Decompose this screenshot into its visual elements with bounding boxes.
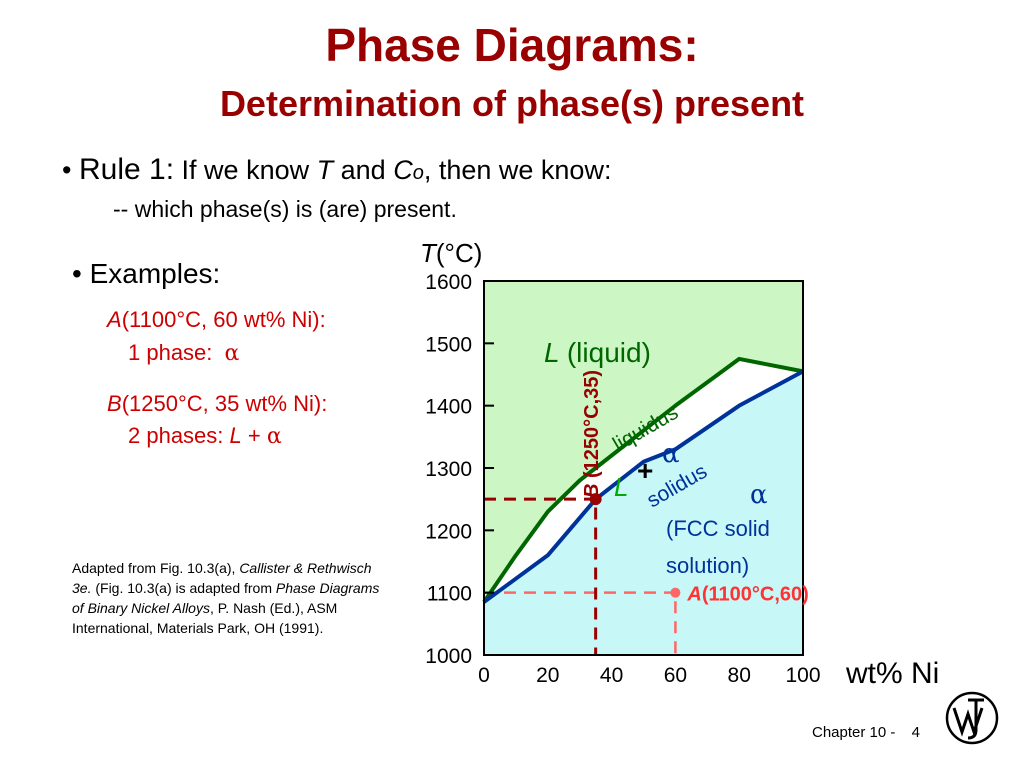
x-tick-label: 60: [664, 664, 687, 687]
bullet: •: [62, 155, 72, 185]
y-tick-label: 1400: [425, 396, 472, 419]
slide-subtitle: Determination of phase(s) present: [219, 83, 805, 124]
rule-var-c-subscript: o: [412, 162, 424, 184]
alpha-symbol: α: [750, 480, 768, 510]
caption-p5: , P. Nash (Ed.), ASM International, Mate…: [72, 600, 338, 636]
caption-p3: (Fig. 10.3(a) is adapted from: [91, 580, 276, 596]
liquid-label: L (liquid): [544, 337, 651, 368]
rule-text-and: and: [340, 155, 386, 185]
alpha-desc-line1: (FCC solid: [666, 516, 770, 541]
liquidus-curve: [482, 356, 804, 604]
rule-bullet-line: • Rule 1: If we know T and Co, then we k…: [62, 154, 611, 189]
y-tick-label: 1200: [425, 520, 472, 543]
two-phase-alpha: α: [662, 439, 680, 469]
x-tick-label: 80: [728, 664, 751, 687]
rule-sub: -- which phase(s) is (are) present.: [113, 196, 457, 222]
x-tick-label: 100: [785, 664, 820, 687]
footer-chapter: Chapter 10 -: [812, 724, 896, 741]
example-b-l: L: [229, 423, 242, 448]
y-tick-label: 1300: [425, 458, 472, 481]
y-tick-label: 1500: [425, 333, 472, 356]
alpha-region: [484, 371, 803, 655]
point-a-label: A(1100°C,60): [686, 584, 808, 606]
point-a-marker: [670, 587, 681, 598]
rule-var-t: T: [316, 155, 334, 185]
example-a-coords-text: (1100°C, 60 wt% Ni):: [121, 307, 326, 332]
example-b-coords: B(1250°C, 35 wt% Ni):: [107, 391, 327, 417]
publisher-logo: [945, 691, 999, 745]
caption-p4: Phase Diagrams of Binary Nickel Alloys: [72, 580, 380, 616]
point-b-marker: [589, 493, 602, 506]
example-b-coords-text: (1250°C, 35 wt% Ni):: [121, 391, 328, 416]
alpha-desc-line2: solution): [666, 553, 749, 578]
page-number: 4: [911, 724, 920, 741]
x-axis-label: wt% Ni: [845, 657, 939, 690]
example-a-coords: A(1100°C, 60 wt% Ni):: [107, 307, 326, 333]
y-tick-label: 1100: [427, 583, 472, 606]
x-tick-label: 40: [600, 664, 623, 687]
y-tick-label: 1600: [425, 271, 472, 294]
rule-var-c: C: [393, 155, 413, 185]
example-b-letter: B: [107, 391, 122, 416]
two-phase-l: L: [614, 472, 628, 502]
example-a-phases-label: 1 phase:: [128, 340, 213, 365]
example-b-plus: +: [247, 423, 261, 448]
figure-caption: Adapted from Fig. 10.3(a), Callister & R…: [72, 558, 392, 638]
y-tick-label: 1000: [425, 645, 472, 668]
examples-label: Examples:: [89, 258, 221, 289]
slide-title: Phase Diagrams:: [325, 19, 699, 71]
example-a-alpha: α: [224, 341, 240, 366]
x-tick-label: 0: [478, 664, 490, 687]
point-b-label: B (1250°C,35): [581, 370, 603, 498]
rule-label: Rule 1:: [78, 153, 175, 186]
example-a-letter: A: [107, 307, 122, 332]
examples-heading: • Examples:: [72, 258, 220, 290]
example-b-alpha: α: [266, 424, 282, 449]
example-b-phases: 2 phases: L + α: [128, 423, 282, 450]
caption-p2: Callister & Rethwisch 3e.: [72, 560, 372, 596]
footer: Chapter 10 - 4: [812, 724, 920, 741]
bullet: •: [72, 258, 82, 289]
solidus-curve: [482, 369, 804, 604]
rule-text-a: If we know: [181, 155, 310, 185]
x-tick-label: 20: [536, 664, 559, 687]
rule-text-b: , then we know:: [423, 155, 612, 185]
y-axis-label: T(°C): [420, 238, 482, 268]
example-b-phases-label: 2 phases:: [128, 423, 224, 448]
example-a-phases: 1 phase: α: [128, 340, 239, 367]
two-phase-plus: +: [637, 455, 653, 486]
caption-p1: Adapted from Fig. 10.3(a),: [72, 560, 240, 576]
